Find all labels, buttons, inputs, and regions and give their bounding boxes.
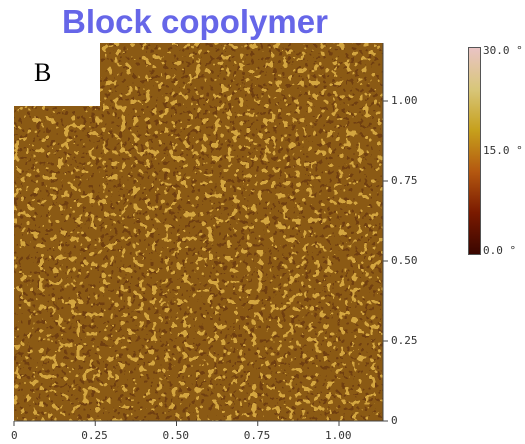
colorbar-label: 0.0 ° <box>483 244 517 257</box>
panel-label-text: B <box>34 58 52 87</box>
afm-phase-image <box>14 43 383 421</box>
x-tick-label: 0.25 <box>81 429 108 442</box>
x-tick-label: 1.00 <box>325 429 352 442</box>
y-tick-label: 0.50 <box>391 254 418 267</box>
x-tick-label: 0 <box>11 429 18 442</box>
image-title: Block copolymer <box>62 3 328 40</box>
y-tick-label: 0 <box>391 414 398 427</box>
afm-light-domains <box>14 43 383 421</box>
y-tick-label: 0.25 <box>391 334 418 347</box>
x-tick-label: 0.75 <box>243 429 271 442</box>
y-tick-label: 1.00 <box>391 94 418 107</box>
y-tick-label: 0.75 <box>391 174 418 187</box>
colorbar-label: 30.0 ° <box>483 44 523 57</box>
x-tick-label: 0.50 <box>162 429 190 442</box>
colorbar-label: 15.0 ° <box>483 144 523 157</box>
panel-label: B <box>14 43 100 106</box>
colorbar <box>468 47 481 255</box>
